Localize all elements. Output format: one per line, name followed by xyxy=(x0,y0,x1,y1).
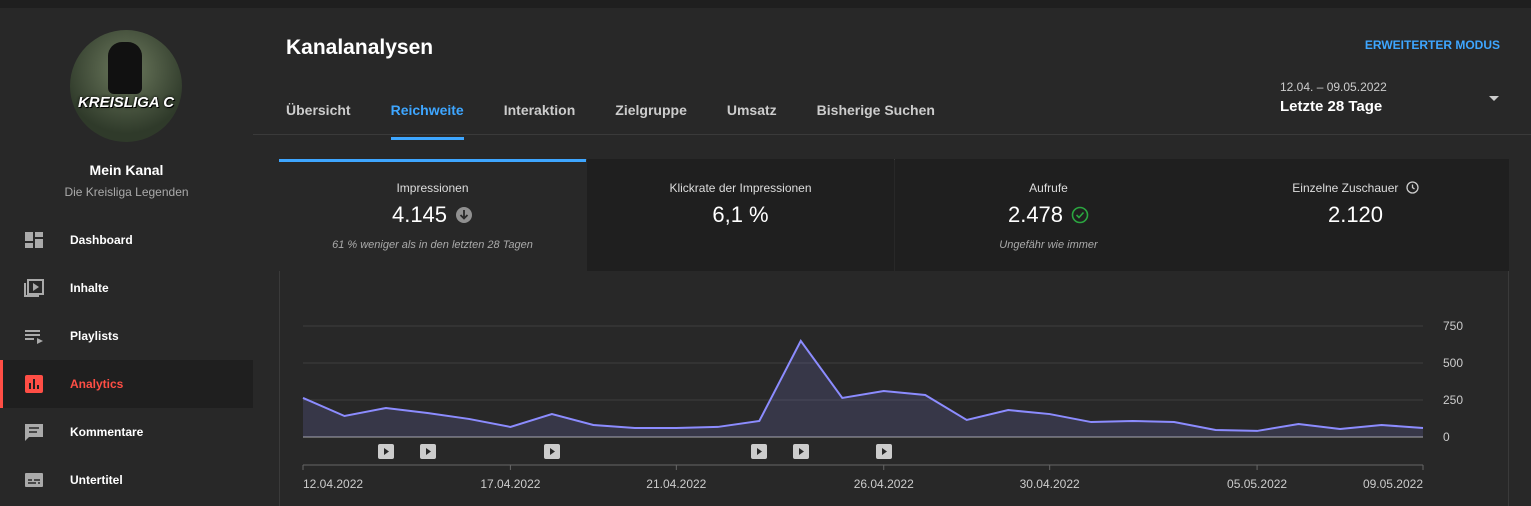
nav-item[interactable]: Inhalte xyxy=(0,264,253,312)
nav-label: Playlists xyxy=(70,329,119,343)
metric-value-row: 6,1 % xyxy=(587,202,894,228)
x-tick-label: 30.04.2022 xyxy=(1020,477,1080,491)
top-bar xyxy=(0,0,1531,8)
metric-value-row: 2.478 xyxy=(895,202,1202,228)
channel-title: Mein Kanal xyxy=(89,162,164,178)
x-tick-label: 12.04.2022 xyxy=(303,477,363,491)
dropdown-caret[interactable] xyxy=(1489,96,1499,101)
avatar-text: KREISLIGA C xyxy=(77,94,175,111)
video-markers xyxy=(378,444,892,459)
tab[interactable]: Bisherige Suchen xyxy=(816,102,935,118)
nav-item[interactable]: Dashboard xyxy=(0,216,253,264)
nav-icon xyxy=(25,473,43,487)
nav-item[interactable]: Playlists xyxy=(0,312,253,360)
nav-icon xyxy=(25,424,43,441)
metric-label: Klickrate der Impressionen xyxy=(669,181,812,195)
advanced-mode-button[interactable]: ERWEITERTER MODUS xyxy=(1364,38,1500,52)
nav-icon xyxy=(24,279,44,297)
channel-avatar[interactable]: KREISLIGA C xyxy=(70,30,182,142)
nav-label: Inhalte xyxy=(70,281,109,295)
nav-label: Untertitel xyxy=(70,473,123,487)
video-marker[interactable] xyxy=(876,444,892,459)
x-tick-label: 21.04.2022 xyxy=(646,477,706,491)
nav-item[interactable]: Untertitel xyxy=(0,456,253,504)
metric-value-row: 4.145 xyxy=(279,202,586,228)
nav-label: Analytics xyxy=(70,377,124,391)
metric-value: 6,1 % xyxy=(712,202,769,227)
area xyxy=(303,340,1423,437)
metric-value: 4.145 xyxy=(391,202,448,227)
video-marker[interactable] xyxy=(544,444,560,459)
line xyxy=(302,339,1424,432)
avatar-figure xyxy=(108,42,142,94)
metric-value-row: 2.120 xyxy=(1202,202,1509,228)
metric-label: Einzelne Zuschauer xyxy=(1202,181,1509,195)
nav-icon xyxy=(25,330,43,344)
video-marker[interactable] xyxy=(378,444,394,459)
x-tick-label: 09.05.2022 xyxy=(1363,477,1423,491)
trend-down-icon xyxy=(456,207,473,223)
divider xyxy=(253,134,1531,135)
metric-value: 2.478 xyxy=(1007,202,1064,227)
video-marker[interactable] xyxy=(420,444,436,459)
nav-label: Dashboard xyxy=(70,233,133,247)
nav-icon xyxy=(25,232,43,248)
y-tick-label: 250 xyxy=(1443,393,1463,407)
chart: 09.05.2022 05.05.2022 30.04.2022 26.04.2022… xyxy=(302,319,1463,491)
metric-card[interactable]: Einzelne Zuschauer 2.120 xyxy=(1202,159,1509,271)
metric-note: 61 % weniger als in den letzten 28 Tagen xyxy=(332,239,533,251)
tab[interactable]: Umsatz xyxy=(726,102,777,118)
nav-item[interactable]: Kommentare xyxy=(0,408,253,456)
page-title: Kanalanalysen xyxy=(286,36,434,59)
period-selector[interactable]: Letzte 28 Tage xyxy=(1280,98,1383,115)
metric-label-text: Einzelne Zuschauer xyxy=(1292,181,1399,195)
metric-label: Aufrufe xyxy=(1029,181,1068,195)
x-tick-label: 17.04.2022 xyxy=(480,477,540,491)
channel-name: Die Kreisliga Legenden xyxy=(64,185,189,199)
metric-card[interactable]: Klickrate der Impressionen 6,1 % xyxy=(587,159,894,271)
nav-icon xyxy=(25,375,43,393)
nav-item[interactable]: Analytics xyxy=(0,360,253,408)
x-tick-label: 05.05.2022 xyxy=(1227,477,1287,491)
tab[interactable]: Übersicht xyxy=(286,102,351,118)
check-icon xyxy=(1071,206,1089,224)
nav-label: Kommentare xyxy=(70,425,144,439)
metric-value: 2.120 xyxy=(1327,202,1384,227)
y-tick-label: 500 xyxy=(1443,356,1463,370)
tab[interactable]: Reichweite xyxy=(390,102,464,140)
metric-card[interactable]: Impressionen 4.145 61 % weniger als in d… xyxy=(279,159,586,271)
sidebar: KREISLIGA C Mein Kanal Die Kreisliga Leg… xyxy=(0,8,253,506)
video-marker[interactable] xyxy=(751,444,767,459)
metric-card[interactable]: Aufrufe 2.478 Ungefähr wie immer xyxy=(895,159,1202,271)
y-tick-label: 750 xyxy=(1443,319,1463,333)
date-range[interactable]: 12.04. – 09.05.2022 xyxy=(1280,80,1387,94)
metric-note: Ungefähr wie immer xyxy=(999,239,1098,251)
video-marker[interactable] xyxy=(793,444,809,459)
tab-bar: Übersicht Reichweite Interaktion Zielgru… xyxy=(286,102,935,140)
metric-label: Impressionen xyxy=(396,181,469,195)
tab[interactable]: Interaktion xyxy=(503,102,576,118)
clock-icon xyxy=(1406,181,1419,194)
x-tick-label: 26.04.2022 xyxy=(854,477,914,491)
tab[interactable]: Zielgruppe xyxy=(615,102,687,118)
y-tick-label: 0 xyxy=(1443,430,1450,444)
